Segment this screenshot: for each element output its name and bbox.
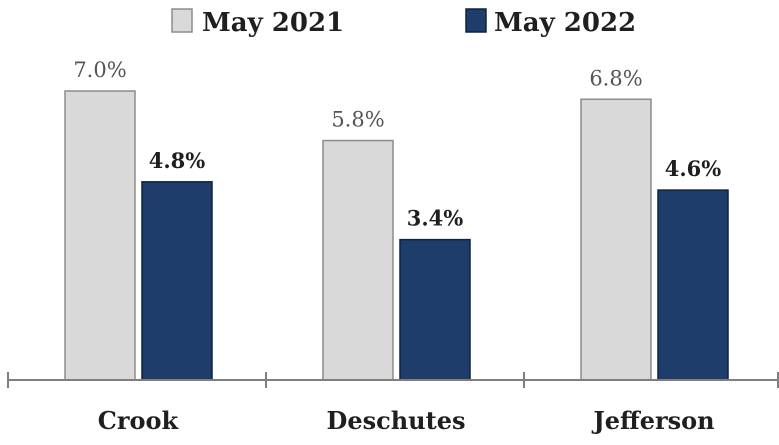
bars-group: [64, 90, 729, 381]
chart-legend: May 2021 May 2022: [171, 8, 636, 38]
legend-label-may-2022: May 2022: [494, 8, 636, 38]
category-label-crook: Crook: [98, 406, 180, 435]
x-axis: [7, 372, 779, 388]
bar-crook-may-2022: [141, 181, 213, 381]
bar-jefferson-may-2021: [580, 98, 652, 381]
value-label-jefferson-may-2021: 6.8%: [589, 66, 642, 90]
bar-deschutes-may-2021: [322, 139, 394, 381]
legend-label-may-2021: May 2021: [202, 8, 344, 38]
bar-crook-may-2021: [64, 90, 136, 381]
bar-deschutes-may-2022: [399, 238, 471, 381]
category-label-jefferson: Jefferson: [591, 406, 714, 435]
value-label-jefferson-may-2022: 4.6%: [665, 156, 722, 181]
bar-jefferson-may-2022: [657, 189, 729, 381]
value-label-crook-may-2021: 7.0%: [73, 58, 126, 82]
value-label-crook-may-2022: 4.8%: [149, 148, 206, 173]
category-labels-group: Crook Deschutes Jefferson: [98, 406, 715, 435]
category-label-deschutes: Deschutes: [327, 406, 466, 435]
legend-swatch-may-2022: [465, 8, 487, 33]
value-labels-group: 7.0% 4.8% 5.8% 3.4% 6.8% 4.6%: [73, 58, 721, 231]
legend-swatch-may-2021: [171, 8, 193, 33]
value-label-deschutes-may-2021: 5.8%: [331, 108, 384, 132]
value-label-deschutes-may-2022: 3.4%: [407, 206, 464, 231]
